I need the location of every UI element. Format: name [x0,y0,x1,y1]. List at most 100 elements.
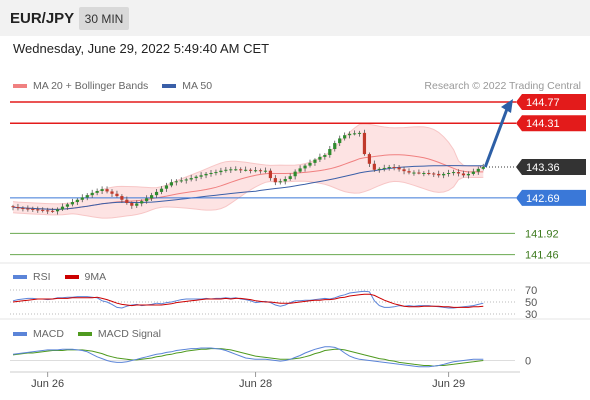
candle-body [481,167,485,169]
candle-body [41,209,45,211]
candle-body [189,178,193,180]
candle-body [65,204,70,207]
candle-body [174,181,178,183]
candle-body [422,173,426,175]
candle-body [36,209,40,211]
macd-legend: MACD MACD Signal [13,328,175,340]
candle-body [159,188,164,192]
level-tag-144.31 [516,115,586,132]
candle-body [476,168,480,172]
candle-body [308,162,312,166]
candle-body [130,202,134,206]
ma50-line [12,165,484,210]
candle-body [328,149,332,156]
candle-body [466,173,470,176]
candle-body [51,210,55,212]
credit-text: Research © 2022 Trading Central [424,80,581,92]
candle-body [397,167,401,170]
candle-body [85,195,89,198]
x-tick-label: Jun 29 [432,378,465,390]
candle-body [278,181,282,183]
timestamp: Wednesday, June 29, 2022 5:49:40 AM CET [13,41,270,56]
candle-body [204,173,208,176]
candle-body [46,210,50,212]
bollinger-band [13,124,484,219]
candle-body [90,192,94,196]
candle-body [357,132,362,134]
candle-body [333,143,337,150]
instrument-title: EUR/JPY [10,10,75,27]
candle-body [372,163,376,170]
candle-body [387,167,391,169]
candle-body [140,201,144,204]
x-tick-label: Jun 26 [31,378,64,390]
candle-body [432,173,436,175]
candle-body [229,169,233,171]
macd-signal-legend-label: MACD Signal [97,328,161,340]
level-label-143.36: 143.36 [526,162,560,174]
candle-body [135,203,139,206]
level-label-141.46: 141.46 [525,250,559,262]
candle-body [125,199,129,203]
ma50-legend-label: MA 50 [182,80,213,92]
candle-body [120,196,124,200]
candle-body [70,202,74,205]
candle-body [95,190,99,193]
candle-body [239,169,243,171]
rsi-legend-label: RSI [33,271,51,283]
candle-body [194,176,198,179]
candle-body [169,182,173,186]
candle-body [209,173,213,175]
rsi-tick-label: 70 [525,285,537,297]
candle-body [407,171,411,173]
candle-body [249,169,253,171]
candle-body [234,169,238,171]
level-tag-143.36 [516,159,586,176]
level-tag-142.69 [516,189,586,206]
price-legend: MA 20 + Bollinger Bands MA 50 [13,80,226,92]
macd-signal-swatch [77,332,92,336]
macd-signal-line [12,348,484,367]
candle-body [417,172,421,174]
candle-body [21,208,25,210]
rsi-tick-label: 50 [525,297,537,309]
candle-body [224,169,228,171]
candle-body [451,172,456,174]
macd-swatch [13,332,27,336]
candle-body [253,170,258,172]
level-tag-144.77 [516,93,586,110]
ma20-swatch [13,84,27,88]
level-label-144.77: 144.77 [526,97,560,109]
candle-body [219,170,223,173]
rsi-legend: RSI 9MA [13,271,120,283]
macd-line [12,346,484,368]
candle-body [456,172,461,174]
candle-body [382,167,386,169]
candle-body [115,193,119,197]
candle-body [110,191,114,194]
candle-body [105,189,109,192]
candle-body [298,168,302,172]
candle-body [392,167,396,169]
candle-body [16,207,20,209]
candle-body [55,209,60,212]
macd-tick-label: 0 [525,356,531,368]
candle-body [427,173,431,175]
candle-body [338,138,342,144]
candle-body [313,159,317,163]
candle-body [367,154,371,164]
candle-body [442,173,446,176]
candle-body [75,199,79,203]
candle-body [184,179,188,181]
candle-body [348,133,352,136]
candle-body [80,197,84,200]
candle-body [362,132,367,155]
candle-body [164,185,169,189]
ma20-legend-label: MA 20 + Bollinger Bands [33,80,149,92]
candle-body [447,173,451,175]
rsi-swatch [13,275,27,279]
candle-body [293,171,297,177]
timeframe-badge[interactable]: 30 MIN [79,7,129,30]
candle-body [263,170,268,172]
